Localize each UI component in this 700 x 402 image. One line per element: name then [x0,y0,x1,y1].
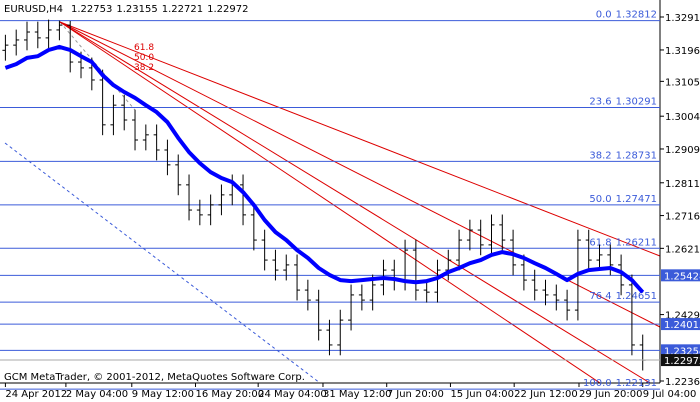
header-close: 1.22972 [207,4,248,15]
price-tag [661,344,700,357]
header-high: 1.23155 [116,4,157,15]
fib-level: 76.4 [589,291,611,302]
y-tick-label: 1.29090 [665,145,700,156]
chart-header: EURUSD,H4 1.22753 1.23155 1.22721 1.22972 [4,4,248,15]
symbol: EURUSD,H4 [4,4,63,15]
fib-level-label: 0.0 1.32812 [596,10,657,21]
fib-level: 61.8 [589,237,611,248]
fib-level: 50.0 [589,194,611,205]
fib-level-label: 100.0 1.22131 [583,378,657,389]
y-tick-label: 1.24290 [665,311,700,322]
fan-base-line [59,21,136,111]
y-tick-label: 1.26210 [665,244,700,255]
x-tick-label: 2 May 04:00 [66,389,128,400]
x-tick-label: 9 Jul 04:00 [643,389,697,400]
price-tag-label: 1.23254 [664,346,700,357]
current-price-label: 1.22972 [664,356,700,367]
fib-price: 1.30291 [616,97,657,108]
y-tick-label: 1.28110 [665,179,700,190]
y-tick-label: 1.31050 [665,77,700,88]
fan-label: 38.2 [134,63,154,73]
x-tick-label: 7 Jun 20:00 [387,389,444,400]
trend-line [4,142,321,384]
fib-price: 1.27471 [616,194,657,205]
y-tick-label: 1.31960 [665,46,700,57]
x-tick-label: 9 May 12:00 [132,389,194,400]
fib-level-label: 23.6 1.30291 [589,97,657,108]
x-tick-label: 31 May 12:00 [323,389,392,400]
price-tag [661,318,700,331]
price-tag [661,269,700,282]
fib-level: 100.0 [583,378,612,389]
x-tick-label: 24 May 04:00 [258,389,327,400]
fib-price: 1.24651 [616,291,657,302]
fib-level: 0.0 [596,10,612,21]
fib-level-label: 50.0 1.27471 [589,194,657,205]
x-tick-label: 22 Jun 12:00 [514,389,578,400]
x-tick-label: 24 Apr 2012 [5,389,67,400]
x-tick-label: 16 May 20:00 [196,389,265,400]
fan-label: 50.0 [134,53,154,63]
y-tick-label: 1.27160 [665,212,700,223]
fib-level: 23.6 [589,97,611,108]
fib-level: 38.2 [589,150,611,161]
fan-line [59,21,651,384]
fib-price: 1.22131 [616,378,657,389]
x-tick-label: 15 Jun 04:00 [450,389,514,400]
fib-level-label: 38.2 1.28731 [589,150,657,161]
moving-average [4,44,645,294]
price-tag-label: 1.24015 [664,320,700,331]
fan-label: 61.8 [134,43,154,53]
copyright: GCM MetaTrader, © 2001-2012, MetaQuotes … [4,372,305,383]
fib-level-label: 76.4 1.24651 [589,291,657,302]
current-price-tag [661,354,700,367]
y-tick-label: 1.32915 [665,13,700,24]
y-tick-label: 1.22365 [665,377,700,388]
fib-level-label: 61.8 1.26211 [589,237,657,248]
price-tag-label: 1.25428 [664,271,700,282]
fib-price: 1.28731 [616,150,657,161]
fan-line [59,21,661,257]
y-tick-label: 1.30040 [665,112,700,123]
header-low: 1.22721 [162,4,203,15]
fib-price: 1.26211 [616,237,657,248]
x-tick-label: 29 Jun 20:00 [579,389,643,400]
fan-line [59,21,601,384]
fib-price: 1.32812 [616,10,657,21]
header-open: 1.22753 [71,4,112,15]
